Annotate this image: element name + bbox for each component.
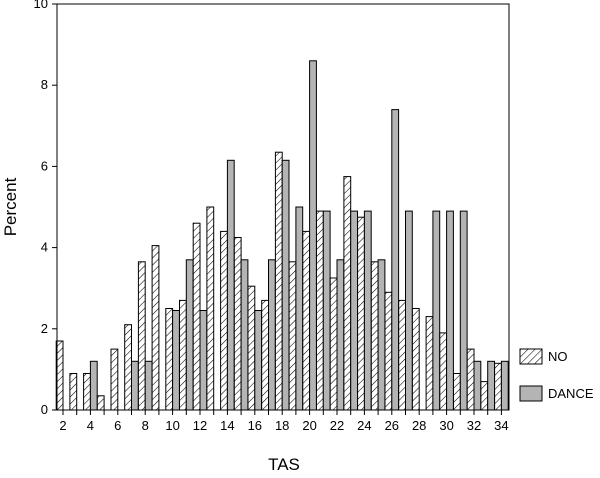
bar-dance-19 [295,206,304,411]
legend-label-dance: DANCE [548,386,594,401]
bar-no-14 [220,230,228,411]
bar-dance-18 [281,159,290,411]
bar-no-6 [110,348,119,411]
bar-dance-25 [377,259,386,411]
x-tick-label: 20 [302,418,316,433]
y-axis-title: Percent [1,177,20,236]
bar-no-32 [466,348,475,411]
bar-dance-11 [185,259,194,411]
bar-dance-32 [473,360,482,411]
bar-no-21 [316,210,324,411]
x-tick-label: 18 [275,418,289,433]
bar-dance-22 [336,259,345,411]
bar-no-33 [480,381,489,411]
bar-no-13 [206,206,215,411]
x-tick-label: 14 [220,418,234,433]
x-tick-label: 26 [385,418,399,433]
bars-group [55,60,509,411]
legend-label-no: NO [548,349,568,364]
bar-dance-12 [199,310,208,411]
x-tick-label: 10 [165,418,179,433]
bar-dance-27 [405,210,413,411]
legend-swatch-dance [519,385,543,402]
y-tick-label: 0 [41,402,48,417]
bar-dance-8 [144,360,153,411]
bar-dance-34 [500,360,509,411]
bar-no-10 [165,308,174,411]
bar-no-9 [151,245,160,411]
x-tick-label: 6 [114,418,121,433]
bar-no-24 [357,216,365,411]
bar-dance-10 [172,310,180,411]
bar-no-25 [370,261,379,411]
bar-dance-7 [131,360,139,411]
bar-no-27 [398,299,407,411]
bar-dance-20 [309,60,317,411]
bar-dance-16 [254,310,263,411]
legend: NO DANCE [519,348,594,402]
bar-no-12 [192,222,201,411]
bar-no-23 [343,176,352,411]
x-axis-title: TAS [268,455,300,474]
bar-dance-33 [487,360,496,411]
y-tick-label: 6 [41,158,48,173]
bar-dance-30 [446,210,454,411]
bar-no-18 [274,151,283,411]
x-tick-label: 30 [439,418,453,433]
y-tick-label: 2 [41,321,48,336]
bar-no-7 [124,324,132,411]
bar-no-22 [329,277,338,411]
x-tick-label: 28 [412,418,426,433]
bar-dance-26 [391,109,400,411]
bar-no-31 [453,373,461,411]
bar-no-8 [137,261,146,411]
bar-dance-21 [322,210,331,411]
bar-no-4 [83,373,91,411]
bar-dance-4 [89,360,98,411]
bar-no-28 [411,308,420,411]
bar-no-30 [439,332,448,411]
x-tick-label: 32 [467,418,481,433]
bar-no-17 [261,299,270,411]
x-tick-label: 8 [142,418,149,433]
y-tick-label: 8 [41,77,48,92]
y-tick-label: 10 [34,0,48,11]
bar-dance-24 [363,210,372,411]
bar-dance-31 [459,210,468,411]
bar-dance-15 [240,259,249,411]
x-tick-label: 34 [494,418,508,433]
x-tick-label: 24 [357,418,371,433]
bar-no-16 [247,285,256,411]
bar-no-15 [233,237,242,411]
bar-no-29 [425,316,434,411]
x-tick-label: 2 [59,418,66,433]
bar-no-11 [179,299,187,411]
bar-no-5 [96,395,105,411]
y-tick-label: 4 [41,240,48,255]
x-tick-label: 4 [87,418,94,433]
bar-no-26 [384,291,393,411]
x-tick-label: 16 [248,418,262,433]
bar-no-19 [288,261,297,411]
legend-swatch-no [519,348,543,365]
bar-no-20 [302,230,311,411]
plot-frame [56,3,510,411]
x-tick-label: 12 [193,418,207,433]
bar-dance-14 [226,159,235,411]
bar-no-3 [69,373,78,411]
bar-dance-29 [432,210,441,411]
x-tick-label: 22 [330,418,344,433]
bar-dance-23 [350,210,359,411]
bar-no-34 [494,362,502,411]
bar-dance-17 [268,259,276,411]
